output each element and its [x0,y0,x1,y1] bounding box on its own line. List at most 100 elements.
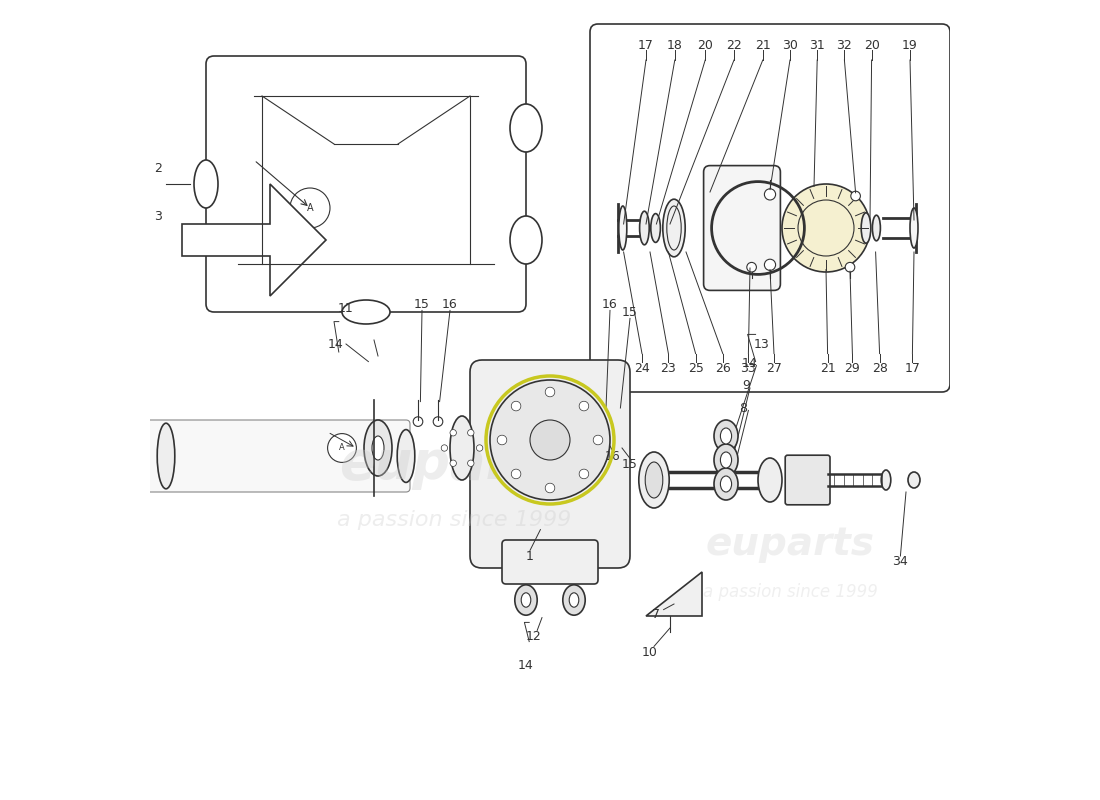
Ellipse shape [364,420,392,476]
Circle shape [290,188,330,228]
Ellipse shape [758,458,782,502]
Circle shape [414,417,422,426]
Circle shape [546,387,554,397]
Text: 2: 2 [154,162,162,174]
Circle shape [579,402,588,411]
Ellipse shape [910,208,918,248]
Circle shape [441,445,448,451]
Text: 3: 3 [154,210,162,222]
Ellipse shape [157,423,175,489]
Ellipse shape [397,430,415,482]
FancyBboxPatch shape [470,360,630,568]
Text: 20: 20 [697,39,713,52]
Text: 7: 7 [652,608,660,621]
Text: 16: 16 [605,450,620,462]
Text: 19: 19 [902,39,917,52]
Ellipse shape [619,206,627,250]
Ellipse shape [639,452,669,508]
Circle shape [530,420,570,460]
Ellipse shape [521,593,531,607]
Text: 21: 21 [820,362,836,374]
Text: 1: 1 [526,550,534,562]
Ellipse shape [194,160,218,208]
Ellipse shape [908,472,920,488]
Text: 14: 14 [518,659,534,672]
Circle shape [747,262,757,272]
Text: euparts: euparts [340,438,569,490]
Circle shape [512,402,521,411]
Circle shape [468,460,474,466]
Text: 14: 14 [328,338,343,350]
FancyBboxPatch shape [502,540,598,584]
Text: A: A [339,443,345,453]
Text: 8: 8 [739,402,748,414]
FancyBboxPatch shape [590,24,950,392]
Text: 18: 18 [667,39,683,52]
Circle shape [845,262,855,272]
Ellipse shape [646,462,663,498]
Ellipse shape [515,585,537,615]
FancyBboxPatch shape [146,420,410,492]
Ellipse shape [510,216,542,264]
Ellipse shape [372,436,384,460]
Ellipse shape [342,300,390,324]
Text: 21: 21 [755,39,771,52]
Circle shape [497,435,507,445]
Circle shape [764,259,776,270]
Text: 25: 25 [688,362,704,374]
Circle shape [512,469,521,478]
Text: 9: 9 [742,379,750,392]
Text: 32: 32 [836,39,852,52]
Text: euparts: euparts [705,525,874,563]
Text: 26: 26 [715,362,730,374]
Circle shape [579,469,588,478]
Text: 14: 14 [742,357,758,370]
Ellipse shape [861,213,871,243]
Text: 34: 34 [892,555,909,568]
Ellipse shape [569,593,579,607]
Ellipse shape [714,420,738,452]
FancyBboxPatch shape [785,455,830,505]
Text: 24: 24 [634,362,650,374]
Circle shape [433,417,443,426]
Text: 23: 23 [660,362,676,374]
Text: 28: 28 [871,362,888,374]
Text: 17: 17 [638,39,653,52]
Ellipse shape [563,585,585,615]
Text: 30: 30 [782,39,797,52]
Polygon shape [646,572,702,616]
Ellipse shape [881,470,891,490]
Circle shape [782,184,870,272]
Circle shape [764,189,776,200]
Ellipse shape [872,215,880,241]
Ellipse shape [663,199,685,257]
Ellipse shape [714,444,738,476]
Ellipse shape [720,476,732,492]
Circle shape [328,434,356,462]
Text: 31: 31 [810,39,825,52]
Ellipse shape [450,416,474,480]
Circle shape [450,460,456,466]
Text: 12: 12 [526,630,542,642]
Circle shape [490,380,610,500]
Circle shape [476,445,483,451]
Circle shape [850,191,860,201]
Circle shape [593,435,603,445]
Circle shape [468,430,474,436]
Text: 13: 13 [755,338,770,350]
Text: 11: 11 [338,302,354,314]
Text: 10: 10 [642,646,658,658]
Ellipse shape [714,468,738,500]
Text: a passion since 1999: a passion since 1999 [703,583,878,601]
Text: 16: 16 [602,298,618,310]
Text: 33: 33 [740,362,757,374]
Text: 16: 16 [442,298,458,310]
Text: 15: 15 [414,298,430,310]
Text: 22: 22 [726,39,741,52]
Ellipse shape [720,428,732,444]
Text: 27: 27 [766,362,782,374]
Text: 15: 15 [623,458,638,470]
Text: 15: 15 [623,306,638,318]
Text: 20: 20 [864,39,880,52]
Ellipse shape [651,214,660,242]
